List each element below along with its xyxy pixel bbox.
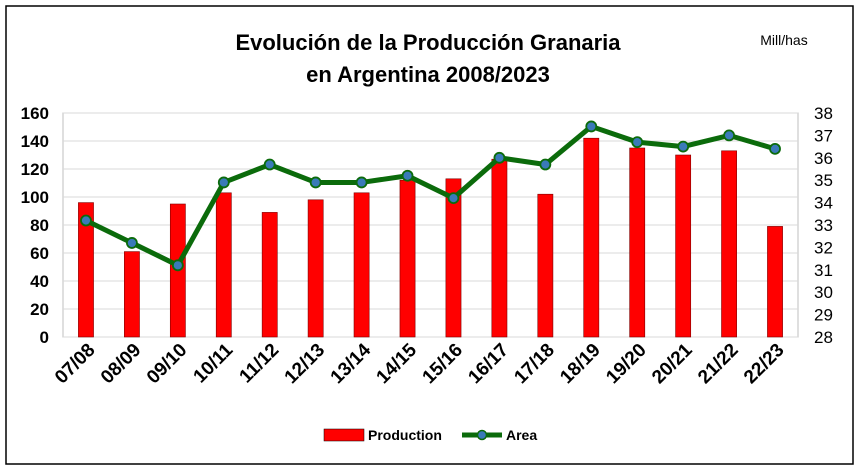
- left-axis-tick-label: 100: [21, 188, 49, 207]
- area-point: [723, 129, 735, 142]
- area-point: [309, 176, 322, 189]
- area-point: [355, 176, 368, 189]
- area-point: [80, 214, 92, 227]
- production-bar: [491, 158, 508, 338]
- area-point: [447, 192, 460, 205]
- area-point: [631, 136, 644, 149]
- right-axis-tick-label: 34: [814, 194, 833, 213]
- right-axis-tick-label: 37: [814, 126, 833, 145]
- legend: Production Area: [323, 427, 537, 443]
- left-axis-tick-label: 40: [30, 272, 49, 291]
- production-bar: [445, 178, 462, 338]
- right-axis-tick-label: 30: [814, 283, 833, 302]
- production-bar: [215, 192, 232, 338]
- left-axis-tick-label: 60: [30, 244, 49, 263]
- left-axis: 0 20 40 60 80 100 120 140 160: [21, 104, 49, 347]
- production-bar: [307, 199, 324, 338]
- area-point: [585, 120, 598, 133]
- area-point: [263, 158, 276, 171]
- area-series-line: [84, 123, 776, 268]
- production-bar: [675, 154, 692, 338]
- production-bar: [261, 212, 278, 338]
- area-point: [769, 142, 781, 155]
- right-axis-tick-label: 38: [814, 104, 833, 123]
- production-bar: [399, 179, 416, 338]
- left-axis-tick-label: 140: [21, 132, 49, 151]
- area-point: [126, 237, 138, 249]
- area-point: [217, 176, 230, 189]
- right-axis-tick-label: 31: [814, 261, 833, 280]
- left-axis-tick-label: 120: [21, 160, 49, 179]
- left-axis-tick-label: 20: [30, 300, 49, 319]
- right-axis-tick-label: 29: [814, 306, 833, 325]
- area-point: [539, 158, 552, 171]
- left-axis-tick-label: 80: [30, 216, 49, 235]
- chart-title-line2: en Argentina 2008/2023: [306, 62, 550, 87]
- right-axis-tick-label: 28: [814, 328, 833, 347]
- production-bar: [583, 137, 600, 338]
- production-bar: [78, 202, 94, 338]
- production-bar: [721, 150, 737, 338]
- right-axis-tick-label: 35: [814, 171, 833, 190]
- production-bar: [537, 193, 554, 338]
- production-bars: [78, 137, 783, 338]
- right-axis-tick-label: 33: [814, 216, 833, 235]
- area-point: [493, 151, 506, 164]
- production-bar: [124, 251, 140, 338]
- legend-production-label: Production: [368, 427, 442, 443]
- area-point: [401, 169, 414, 182]
- legend-production-swatch: [323, 428, 365, 442]
- right-axis: 28 29 30 31 32 33 34 35 36 37 38: [814, 104, 833, 347]
- legend-area-marker: [476, 429, 488, 441]
- production-bar: [767, 226, 783, 338]
- area-point: [677, 140, 690, 153]
- right-axis-tick-label: 36: [814, 149, 833, 168]
- area-point: [171, 259, 184, 272]
- left-axis-tick-label: 160: [21, 104, 49, 123]
- left-axis-tick-label: 0: [40, 328, 49, 347]
- production-bar: [353, 192, 370, 338]
- area-line: [80, 120, 781, 272]
- legend-area-label: Area: [506, 427, 537, 443]
- unit-label: Mill/has: [760, 32, 807, 48]
- right-axis-tick-label: 32: [814, 238, 833, 257]
- production-bar: [629, 147, 646, 338]
- chart-title-line1: Evolución de la Producción Granaria: [235, 30, 621, 55]
